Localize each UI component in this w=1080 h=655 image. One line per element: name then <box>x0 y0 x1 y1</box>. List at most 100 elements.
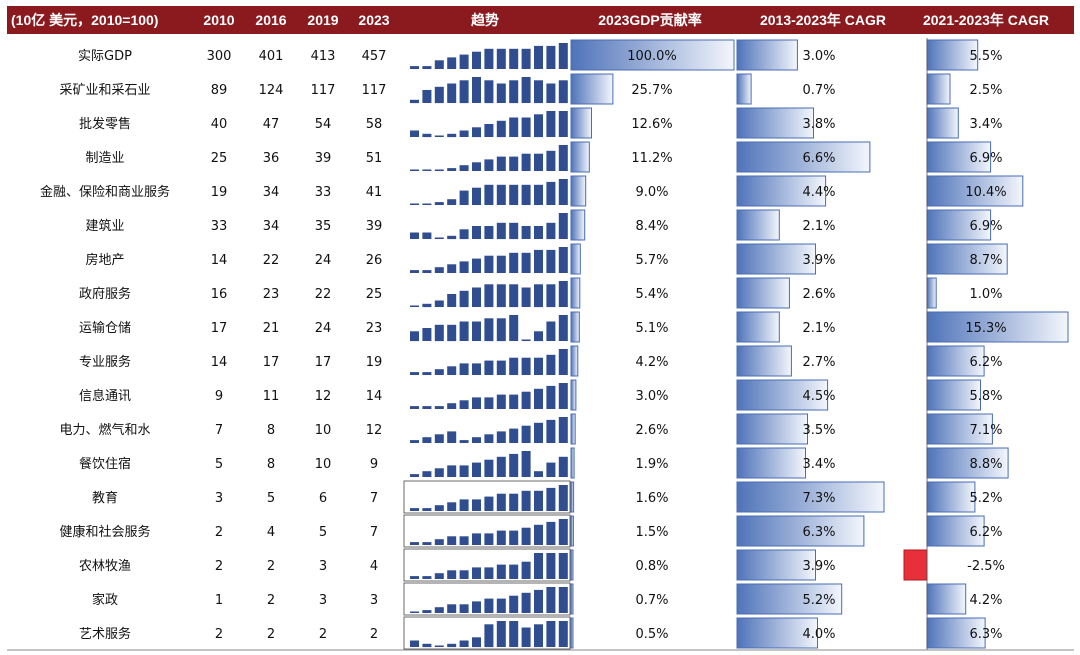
trend-bar <box>496 431 506 443</box>
trend-bar <box>410 576 419 579</box>
trend-bar <box>534 331 543 342</box>
contrib-bar <box>570 379 577 411</box>
contrib-value: 3.0% <box>635 389 668 404</box>
trend-bar <box>496 394 506 409</box>
cagr-long-bar <box>736 39 798 71</box>
trend-bar <box>546 150 556 171</box>
header-contrib: 2023GDP贡献率 <box>598 12 701 28</box>
header-unit: (10亿 美元，2010=100) <box>11 12 158 28</box>
trend-bar <box>484 255 494 273</box>
cell-2016: 124 <box>259 83 284 98</box>
cell-2010: 16 <box>211 287 228 302</box>
trend-bar <box>410 406 419 409</box>
trend-bar <box>484 567 494 579</box>
trend-bar <box>472 127 481 138</box>
cagr-long-bar <box>736 447 806 479</box>
cell-2016: 17 <box>263 355 280 370</box>
trend-bar <box>546 321 556 341</box>
trend-bar <box>509 394 519 409</box>
cagr-short-bar <box>926 481 976 513</box>
trend-bar <box>546 487 556 511</box>
cell-2023: 25 <box>366 287 383 302</box>
contrib-bar <box>570 311 580 343</box>
cell-2016: 8 <box>267 457 275 472</box>
trend-bar <box>546 354 556 375</box>
trend-bar <box>472 437 481 443</box>
trend-bar <box>509 48 519 69</box>
row-label: 教育 <box>92 490 118 506</box>
cell-2016: 36 <box>263 151 280 166</box>
trend-bar <box>434 324 444 342</box>
trend-bar <box>521 451 531 477</box>
cell-2016: 8 <box>267 423 275 438</box>
contrib-bar <box>570 73 614 105</box>
cagr-short-bar <box>926 73 951 105</box>
cagr-short-bar <box>926 141 992 173</box>
trend-bar <box>509 453 519 477</box>
cagr-short-value: 10.4% <box>965 185 1006 200</box>
trend-bar <box>521 77 531 103</box>
cell-2019: 17 <box>315 355 332 370</box>
cagr-short-bar <box>926 617 986 649</box>
contrib-value: 0.7% <box>635 593 668 608</box>
trend-bar <box>422 406 432 409</box>
header-cagr-short: 2021-2023年 CAGR <box>923 12 1049 28</box>
row-label: 批发零售 <box>79 116 131 132</box>
trend-bar <box>410 474 419 477</box>
cagr-short-value: 6.3% <box>969 627 1002 642</box>
trend-bar <box>546 621 556 647</box>
cell-2023: 23 <box>366 321 383 336</box>
trend-cell-border <box>403 548 571 582</box>
cagr-long-value: 3.0% <box>802 49 835 64</box>
trend-bar <box>472 321 481 341</box>
trend-bar <box>534 624 543 648</box>
cell-2019: 10 <box>315 423 332 438</box>
contrib-bar <box>570 447 575 479</box>
contrib-value: 5.7% <box>635 253 668 268</box>
cell-2010: 2 <box>215 559 223 574</box>
contrib-bar <box>570 243 581 275</box>
header-trend: 趋势 <box>471 12 499 28</box>
cagr-long-value: 6.6% <box>802 151 835 166</box>
trend-bar <box>509 80 519 104</box>
cagr-short-value: 6.9% <box>969 151 1002 166</box>
header-col-2010: 2010 <box>203 12 234 28</box>
cagr-long-bar <box>736 549 816 581</box>
trend-bar <box>410 372 419 375</box>
trend-bar <box>472 462 481 477</box>
row-label: 政府服务 <box>79 286 131 302</box>
contrib-bar <box>570 209 586 241</box>
cell-2019: 35 <box>315 219 332 234</box>
contrib-value: 8.4% <box>635 219 668 234</box>
trend-bar <box>447 57 457 69</box>
trend-bar <box>472 567 481 579</box>
cagr-short-bar <box>926 583 967 615</box>
trend-bar <box>447 366 457 375</box>
trend-bar <box>472 162 481 171</box>
trend-bar <box>521 357 531 375</box>
contrib-bar <box>570 481 575 513</box>
trend-bar <box>521 226 531 239</box>
trend-bar <box>459 80 469 104</box>
trend-bar <box>472 258 481 273</box>
cell-2016: 401 <box>259 49 284 64</box>
trend-bar <box>434 60 444 69</box>
trend-bar <box>472 77 481 103</box>
trend-bar <box>422 270 432 273</box>
cell-2016: 34 <box>263 185 280 200</box>
trend-bar <box>410 130 419 137</box>
trend-bar <box>422 576 432 579</box>
trend-bar <box>422 203 432 205</box>
contrib-value: 1.6% <box>635 491 668 506</box>
row-label: 金融、保险和商业服务 <box>40 184 170 200</box>
trend-bar <box>410 542 419 545</box>
cell-2019: 2 <box>319 627 327 642</box>
contrib-bar <box>570 39 735 71</box>
cagr-short-value: 8.8% <box>969 457 1002 472</box>
trend-bar <box>434 505 444 511</box>
trend-bar <box>496 255 506 273</box>
cagr-short-value: 2.5% <box>969 83 1002 98</box>
trend-bar <box>558 247 568 273</box>
cagr-long-value: 3.9% <box>802 253 835 268</box>
cagr-short-bar <box>926 243 1008 275</box>
